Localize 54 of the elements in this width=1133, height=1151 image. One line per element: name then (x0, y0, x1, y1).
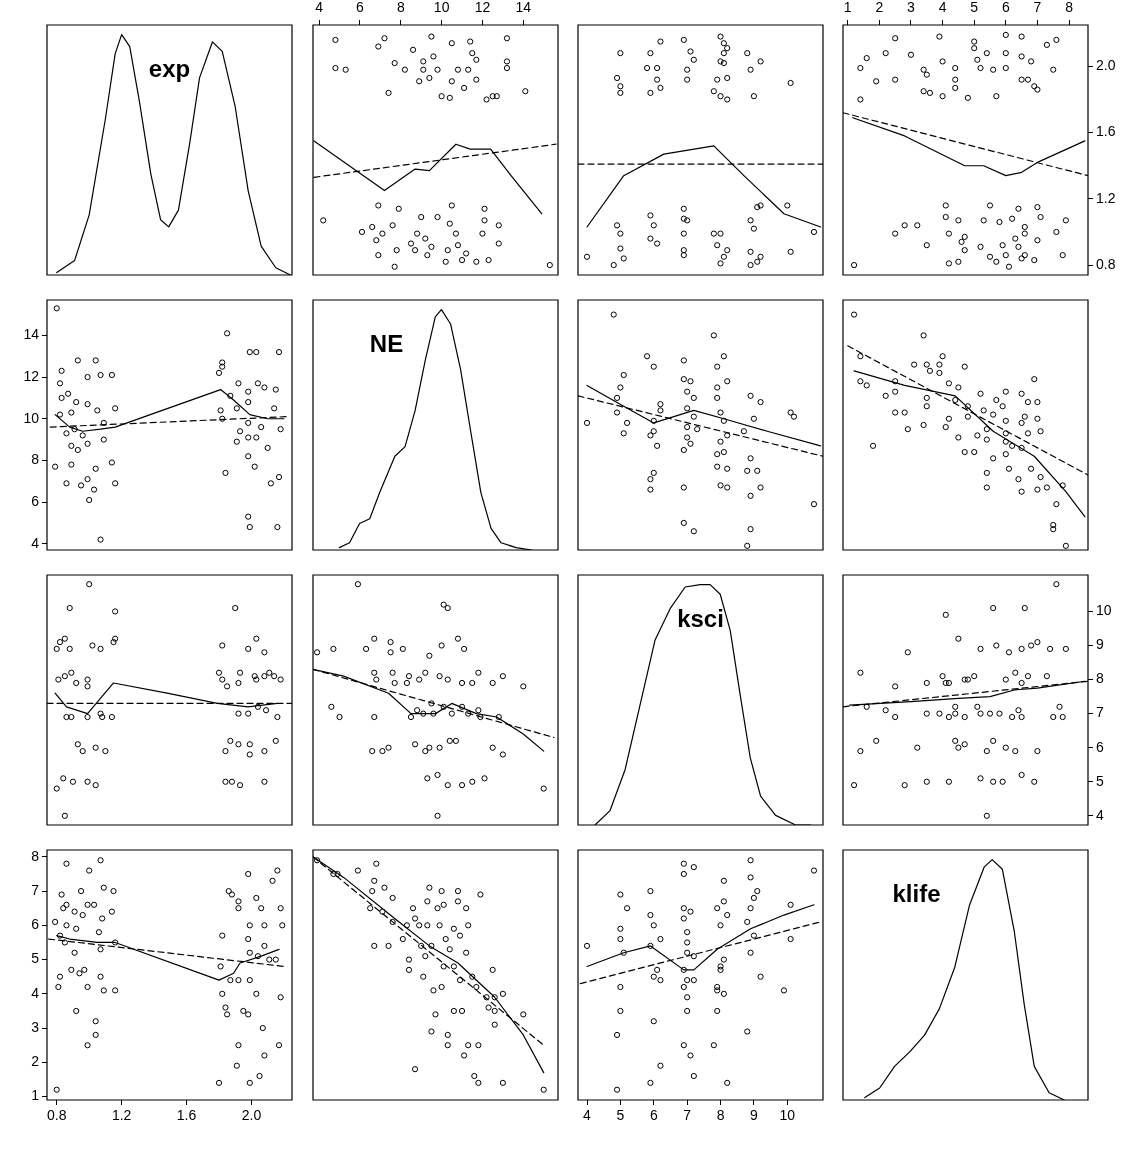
y-tick-label: 4 (1096, 806, 1104, 823)
y-tick-label: 8 (31, 847, 40, 864)
x-tick-label: 6 (1001, 0, 1010, 16)
y-tick-label: 1 (31, 1087, 40, 1104)
x-tick-label: 4 (583, 1107, 592, 1124)
y-tick-label: 0.8 (1096, 255, 1116, 272)
y-tick-label: 8 (1096, 670, 1104, 687)
x-tick-label: 5 (970, 0, 979, 16)
y-tick-label: 2.0 (1096, 57, 1116, 74)
x-tick-label: 8 (1065, 0, 1074, 16)
y-tick-label: 7 (31, 881, 40, 898)
y-tick-label: 10 (1096, 602, 1112, 619)
y-tick-label: 6 (31, 492, 40, 509)
y-tick-label: 4 (31, 984, 40, 1001)
y-tick-label: 1.6 (1096, 123, 1116, 140)
x-tick-label: 8 (396, 0, 405, 16)
y-tick-label: 3 (31, 1018, 40, 1035)
y-tick-label: 6 (31, 916, 40, 933)
y-tick-label: 12 (23, 367, 40, 384)
annotation: exp (148, 54, 191, 82)
y-tick-label: 8 (31, 451, 40, 468)
y-tick-label: 6 (1096, 738, 1104, 755)
x-tick-label: 10 (779, 1107, 796, 1124)
x-tick-label: 1 (843, 0, 852, 16)
y-tick-label: 5 (31, 950, 40, 967)
x-tick-label: 6 (356, 0, 365, 16)
annotation: NE (369, 329, 404, 357)
y-tick-label: 4 (31, 534, 40, 551)
x-tick-label: 5 (616, 1107, 625, 1124)
annotation: ksci (677, 604, 724, 632)
x-tick-label: 0.8 (47, 1107, 67, 1124)
y-tick-label: 1.2 (1096, 189, 1116, 206)
x-tick-label: 6 (649, 1107, 658, 1124)
x-tick-label: 12 (474, 0, 491, 16)
x-tick-label: 4 (938, 0, 947, 16)
x-tick-label: 1.6 (176, 1107, 197, 1124)
x-tick-label: 2.0 (241, 1107, 262, 1124)
y-tick-label: 5 (1096, 772, 1104, 789)
x-tick-label: 7 (1033, 0, 1042, 16)
y-tick-label: 14 (23, 326, 40, 343)
x-tick-label: 1.2 (111, 1107, 132, 1124)
x-tick-label: 14 (515, 0, 532, 16)
annotation: klife (892, 879, 941, 907)
x-tick-label: 3 (907, 0, 916, 16)
x-tick-label: 4 (315, 0, 324, 16)
y-tick-label: 9 (1096, 636, 1104, 653)
x-tick-label: 2 (875, 0, 884, 16)
y-tick-label: 2 (31, 1053, 40, 1070)
x-tick-label: 7 (683, 1107, 692, 1124)
x-tick-label: 8 (716, 1107, 725, 1124)
y-tick-label: 10 (23, 409, 40, 426)
x-tick-label: 10 (433, 0, 450, 16)
x-tick-label: 9 (750, 1107, 759, 1124)
y-tick-label: 7 (1096, 704, 1104, 721)
